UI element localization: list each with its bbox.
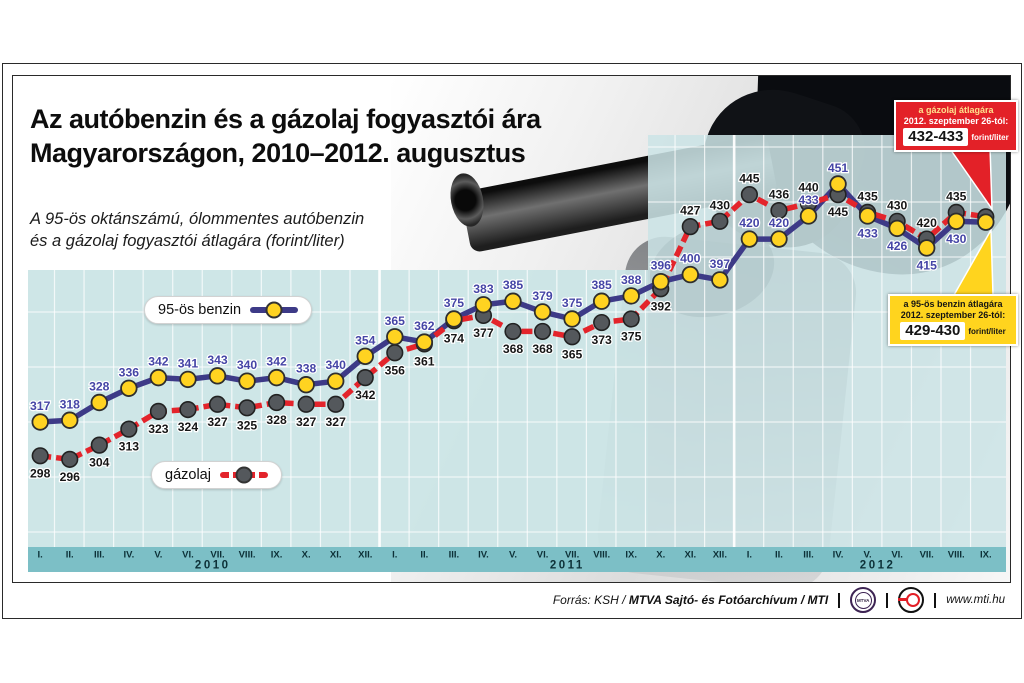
subtitle-line-2: és a gázolaj fogyasztói átlagára (forint… bbox=[30, 232, 345, 250]
footer-divider bbox=[838, 592, 841, 608]
footer-divider bbox=[934, 592, 937, 608]
callout-benzin: a 95-ös benzin átlagára 2012. szeptember… bbox=[888, 294, 1018, 346]
source-credit: Forrás: KSH / MTVA Sajtó- és Fotóarchívu… bbox=[553, 593, 828, 607]
page-subtitle: A 95-ös oktánszámú, ólommentes autóbenzi… bbox=[30, 208, 364, 252]
gazolaj-dot-icon bbox=[235, 466, 253, 484]
mtva-logo-text: MTVA bbox=[854, 591, 872, 609]
callout-gazolaj-line2: 2012. szeptember 26-tól: bbox=[903, 116, 1009, 126]
mtva-logo-icon: MTVA bbox=[850, 587, 877, 613]
callout-gazolaj-unit: forint/liter bbox=[971, 132, 1009, 142]
subtitle-line-1: A 95-ös oktánszámú, ólommentes autóbenzi… bbox=[30, 210, 365, 228]
callout-benzin-unit: forint/liter bbox=[968, 326, 1006, 336]
callout-gazolaj-line1: a gázolaj átlagára bbox=[918, 105, 994, 115]
benzin-dot-icon bbox=[265, 301, 283, 319]
gazolaj-line-sample bbox=[219, 466, 268, 484]
benzin-line-sample bbox=[250, 301, 299, 319]
title-line-2: Magyarországon, 2010–2012. augusztus bbox=[30, 138, 526, 168]
website-link: www.mti.hu bbox=[946, 594, 1005, 606]
legend-gazolaj: gázolaj bbox=[151, 461, 282, 489]
footer-divider bbox=[886, 592, 889, 608]
footer: Forrás: KSH / MTVA Sajtó- és Fotóarchívu… bbox=[3, 584, 1019, 616]
legend-benzin-label: 95-ös benzin bbox=[158, 302, 242, 318]
title-line-1: Az autóbenzin és a gázolaj fogyasztói ár… bbox=[30, 104, 541, 134]
page-title: Az autóbenzin és a gázolaj fogyasztói ár… bbox=[30, 102, 541, 170]
callout-benzin-line1: a 95-ös benzin átlagára bbox=[903, 299, 1003, 309]
legend-gazolaj-label: gázolaj bbox=[165, 467, 211, 483]
mti-logo-icon bbox=[898, 587, 925, 613]
source-bold: MTVA Sajtó- és Fotóarchívum / MTI bbox=[628, 593, 829, 607]
callout-benzin-line2: 2012. szeptember 26-tól: bbox=[900, 310, 1006, 320]
callout-benzin-value: 429-430 bbox=[900, 322, 966, 340]
legend-benzin: 95-ös benzin bbox=[144, 296, 313, 324]
source-prefix: Forrás: KSH / bbox=[552, 593, 629, 607]
callout-gazolaj-value: 432-433 bbox=[903, 128, 969, 146]
callout-gazolaj: a gázolaj átlagára 2012. szeptember 26-t… bbox=[894, 100, 1018, 152]
